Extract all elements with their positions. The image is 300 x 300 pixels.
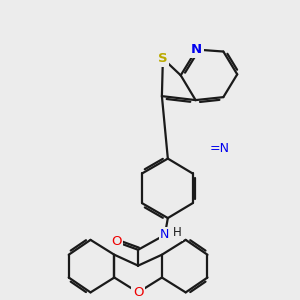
Text: =N: =N: [209, 142, 230, 155]
Text: N: N: [191, 43, 202, 56]
Text: N: N: [160, 228, 170, 242]
Text: S: S: [158, 52, 168, 65]
Text: O: O: [111, 235, 122, 248]
Text: H: H: [173, 226, 182, 239]
Text: O: O: [133, 286, 143, 299]
